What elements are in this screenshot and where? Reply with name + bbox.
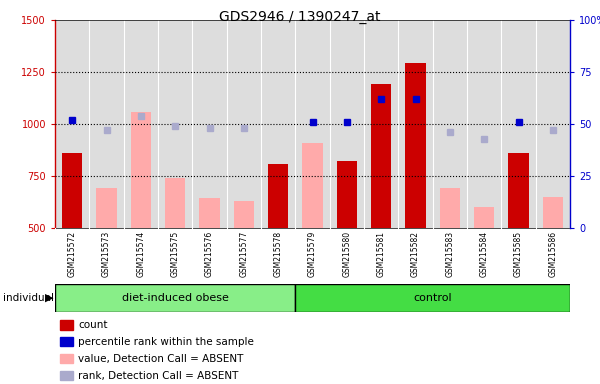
Text: GSM215573: GSM215573 [102,231,111,277]
Bar [165,178,185,228]
Text: GSM215575: GSM215575 [170,231,179,277]
Text: ▶: ▶ [45,293,53,303]
Bar [295,284,570,313]
Text: value, Detection Call = ABSENT: value, Detection Call = ABSENT [78,354,244,364]
Text: GSM215576: GSM215576 [205,231,214,277]
Text: control: control [413,293,452,303]
Bar [131,111,151,228]
Text: GSM215581: GSM215581 [377,231,386,277]
Bar [337,161,357,228]
Text: rank, Detection Call = ABSENT: rank, Detection Call = ABSENT [78,371,239,381]
Text: diet-induced obese: diet-induced obese [122,293,229,303]
Text: GSM215584: GSM215584 [479,231,488,277]
Bar [199,198,220,228]
Bar [508,153,529,228]
Text: GDS2946 / 1390247_at: GDS2946 / 1390247_at [219,10,381,23]
Bar [60,337,73,346]
Bar [233,201,254,228]
Text: count: count [78,320,107,330]
Text: GSM215586: GSM215586 [548,231,557,277]
Text: GSM215583: GSM215583 [445,231,454,277]
Bar [60,354,73,363]
Bar [60,320,73,329]
Text: GSM215572: GSM215572 [68,231,77,277]
Text: GSM215585: GSM215585 [514,231,523,277]
Bar [268,164,289,228]
Bar [55,284,295,313]
Text: individual: individual [3,293,54,303]
Bar [62,153,82,228]
Bar [405,63,426,228]
Bar [60,371,73,380]
Bar [474,207,494,228]
Text: percentile rank within the sample: percentile rank within the sample [78,337,254,347]
Text: GSM215580: GSM215580 [343,231,352,277]
Text: GSM215582: GSM215582 [411,231,420,277]
Text: GSM215574: GSM215574 [136,231,145,277]
Text: GSM215579: GSM215579 [308,231,317,277]
Bar [302,143,323,228]
Bar [96,189,117,228]
Bar [440,189,460,228]
Bar [371,84,391,228]
Bar [542,197,563,228]
Text: GSM215577: GSM215577 [239,231,248,277]
Text: GSM215578: GSM215578 [274,231,283,277]
